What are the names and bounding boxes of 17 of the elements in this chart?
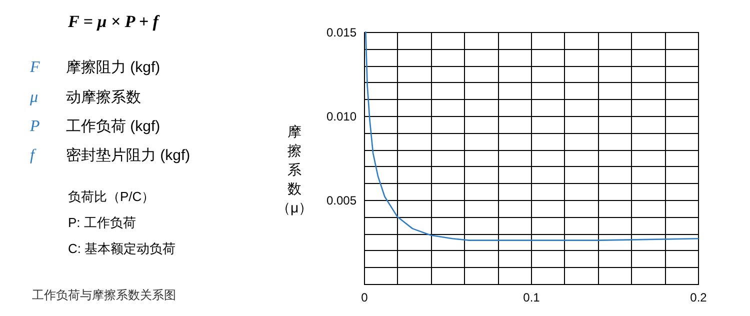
text: F 摩擦阻力 (kgf) (30, 59, 160, 76)
x-tick-label: 0 (361, 290, 368, 304)
x-tick-label: 0.1 (523, 290, 540, 304)
x-tick-label: 0.2 (690, 290, 708, 304)
text: f 密封垫片阻力 (kgf) (30, 147, 190, 164)
text: P: 工作负荷 (68, 214, 136, 232)
line-series (365, 31, 699, 241)
text: F = μ × P + f (68, 12, 158, 32)
text: 负荷比（P/C） (68, 188, 155, 206)
text: μ 动摩擦系数 (30, 89, 141, 106)
text: C: 基本额定动负荷 (68, 240, 176, 258)
y-tick-label: 0.015 (326, 26, 357, 40)
y-axis-title: 摩擦系数（μ） (276, 124, 313, 216)
y-tick-label: 0.005 (326, 194, 357, 208)
text: P 工作负荷 (kgf) (30, 118, 160, 135)
text: 工作负荷与摩擦系数关系图 (32, 287, 176, 304)
y-tick-label: 0.010 (326, 110, 357, 124)
